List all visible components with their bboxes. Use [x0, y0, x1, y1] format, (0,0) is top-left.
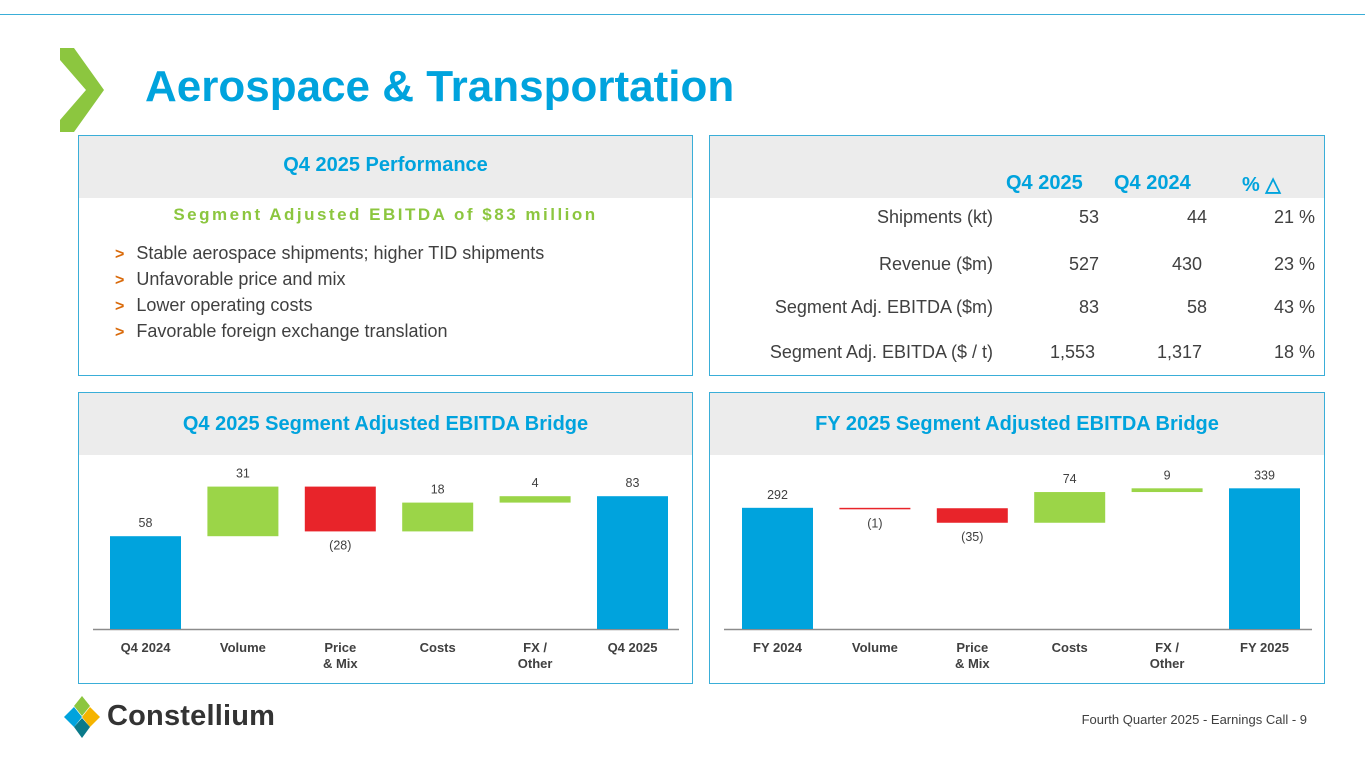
performance-heading: Q4 2025 Performance	[79, 136, 692, 198]
data-label-1: (1)	[867, 516, 882, 530]
data-label-0: 292	[767, 488, 788, 502]
fy-bridge-panel: FY 2025 Segment Adjusted EBITDA Bridge 2…	[709, 392, 1325, 684]
category-label-3: Costs	[1052, 640, 1088, 655]
kpi-row-pct: 18 %	[1273, 342, 1315, 362]
top-rule	[0, 14, 1365, 15]
performance-panel: Q4 2025 Performance Segment Adjusted EBI…	[78, 135, 693, 376]
bullet-item: > Unfavorable price and mix	[115, 266, 544, 292]
logo-wordmark: Constellium	[107, 700, 276, 732]
data-label-3: 74	[1063, 472, 1077, 486]
page-title: Aerospace & Transportation	[145, 62, 735, 111]
performance-bullets: > Stable aerospace shipments; higher TID …	[115, 240, 544, 344]
kpi-row-q4-2025: 53	[1078, 207, 1099, 227]
q4-bridge-panel: Q4 2025 Segment Adjusted EBITDA Bridge 5…	[78, 392, 693, 684]
data-label-4: 4	[532, 476, 539, 490]
category-label-3: Costs	[420, 640, 456, 655]
constellium-logo-icon	[64, 696, 100, 738]
bullet-marker: >	[115, 272, 125, 289]
data-label-3: 18	[431, 483, 445, 497]
category-label-1: Volume	[220, 640, 266, 655]
data-label-4: 9	[1164, 468, 1171, 482]
kpi-row-pct: 43 %	[1273, 297, 1315, 317]
data-label-5: 83	[626, 476, 640, 490]
q4-bridge-chart: 58 Q4 2024 31 Volume (28) Price& Mix 18 Costs 4 F…	[93, 467, 679, 671]
kpi-row-pct: 23 %	[1273, 254, 1315, 274]
bar-1	[839, 507, 911, 510]
kpi-row-label: Segment Adj. EBITDA ($m)	[774, 297, 993, 317]
bullet-item: > Lower operating costs	[115, 292, 544, 318]
bar-0	[110, 536, 181, 629]
footer-text: Fourth Quarter 2025 - Earnings Call - 9	[1081, 712, 1307, 727]
category-label-4: FX /	[1155, 640, 1179, 655]
kpi-row-q4-2024: 430	[1171, 254, 1202, 274]
category-label-1: Volume	[852, 640, 898, 655]
bullet-text: Stable aerospace shipments; higher TID s…	[136, 243, 545, 263]
bar-2	[304, 486, 376, 532]
bullet-marker: >	[115, 298, 125, 315]
bar-3	[1034, 492, 1106, 523]
bar-5	[597, 496, 668, 629]
kpi-header-q4-2024: Q4 2024	[1114, 172, 1191, 194]
category-label-2: & Mix	[955, 656, 990, 671]
kpi-row-pct: 21 %	[1273, 207, 1315, 227]
category-label-2: Price	[324, 640, 356, 655]
bar-0	[742, 507, 813, 629]
kpi-row-q4-2024: 58	[1186, 297, 1207, 317]
bullet-item: > Stable aerospace shipments; higher TID …	[115, 240, 544, 266]
data-label-2: (28)	[329, 538, 351, 552]
bullet-item: > Favorable foreign exchange translation	[115, 318, 544, 344]
kpi-header-pct-change: % △	[1242, 174, 1281, 196]
bullet-marker: >	[115, 324, 125, 341]
kpi-row-q4-2025: 1,553	[1049, 342, 1095, 362]
q4-bridge-title: Q4 2025 Segment Adjusted EBITDA Bridge	[79, 393, 692, 455]
bar-4	[1131, 488, 1203, 493]
category-label-5: FY 2025	[1240, 640, 1289, 655]
kpi-row-q4-2025: 83	[1078, 297, 1099, 317]
category-label-4: Other	[1150, 656, 1185, 671]
category-label-5: Q4 2025	[608, 640, 658, 655]
bar-2	[936, 508, 1008, 523]
category-label-2: Price	[956, 640, 988, 655]
category-label-0: FY 2024	[753, 640, 803, 655]
data-label-1: 31	[236, 467, 250, 481]
kpi-row-q4-2024: 1,317	[1156, 342, 1202, 362]
bar-1	[207, 486, 279, 537]
fy-bridge-title: FY 2025 Segment Adjusted EBITDA Bridge	[710, 393, 1324, 455]
bar-4	[499, 496, 571, 503]
data-label-0: 58	[139, 516, 153, 530]
bullet-text: Unfavorable price and mix	[136, 269, 346, 289]
category-label-4: FX /	[523, 640, 547, 655]
kpi-header-band	[710, 136, 1324, 198]
performance-subheading: Segment Adjusted EBITDA of $83 million	[173, 205, 598, 224]
bar-5	[1229, 488, 1300, 629]
kpi-row-label: Shipments (kt)	[876, 207, 993, 227]
kpi-row-q4-2025: 527	[1068, 254, 1099, 274]
bullet-marker: >	[115, 246, 125, 263]
bar-3	[402, 502, 474, 532]
kpi-row-q4-2024: 44	[1186, 207, 1207, 227]
kpi-panel	[709, 135, 1325, 376]
bullet-text: Favorable foreign exchange translation	[136, 321, 448, 341]
kpi-row-label: Revenue ($m)	[878, 254, 993, 274]
kpi-row-label: Segment Adj. EBITDA ($ / t)	[769, 342, 993, 362]
chevron-icon	[60, 48, 104, 132]
category-label-4: Other	[518, 656, 553, 671]
data-label-5: 339	[1254, 468, 1275, 482]
category-label-0: Q4 2024	[121, 640, 172, 655]
fy-bridge-chart: 292 FY 2024 (1) Volume (35) Price& Mix 74 Costs…	[724, 468, 1312, 671]
kpi-header-q4-2025: Q4 2025	[1006, 172, 1083, 194]
bullet-text: Lower operating costs	[136, 295, 313, 315]
data-label-2: (35)	[961, 530, 983, 544]
category-label-2: & Mix	[323, 656, 358, 671]
